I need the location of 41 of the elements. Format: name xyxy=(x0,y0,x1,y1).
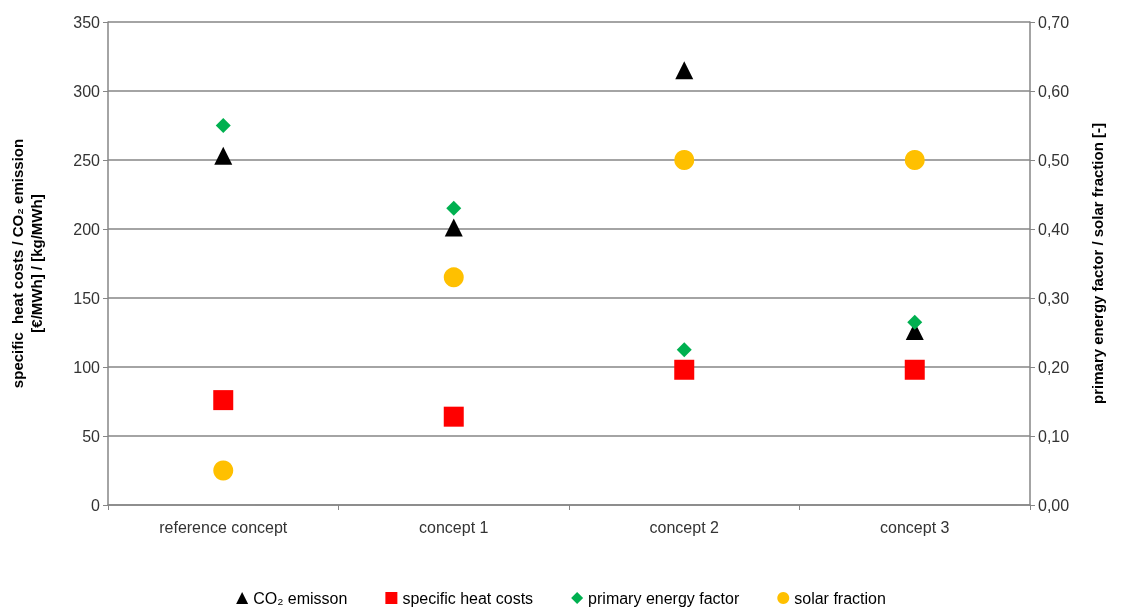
y2-tick-label: 0,20 xyxy=(1038,358,1070,376)
point xyxy=(214,146,233,165)
point xyxy=(213,460,234,481)
y-tick-label: 200 xyxy=(73,220,101,238)
x-tick-label: reference concept xyxy=(159,518,288,536)
point xyxy=(446,200,462,216)
point xyxy=(444,218,463,237)
point xyxy=(443,267,464,288)
y2-tick-label: 0,10 xyxy=(1038,427,1070,445)
legend-label: specific heat costs xyxy=(402,589,534,607)
legend-label: primary energy factor xyxy=(588,589,740,607)
y-tick-label: 0 xyxy=(91,496,101,514)
y-tick-label: 350 xyxy=(73,13,101,31)
y2-tick-label: 0,30 xyxy=(1038,289,1070,307)
y-tick-label: 250 xyxy=(73,151,101,169)
point xyxy=(674,359,695,380)
point xyxy=(443,406,464,427)
y2-tick-label: 0,60 xyxy=(1038,82,1070,100)
y2-tick-label: 0,70 xyxy=(1038,13,1070,31)
y2-tick-label: 0,50 xyxy=(1038,151,1070,169)
x-tick-label: concept 3 xyxy=(880,518,950,536)
legend-label: CO₂ emisson xyxy=(253,589,348,607)
point xyxy=(907,314,923,330)
y-axis-title: specific heat costs / CO₂ emission [€/MWh] / [kg/MWh] xyxy=(9,138,45,389)
point xyxy=(676,342,692,358)
y2-tick-label: 0,00 xyxy=(1038,496,1070,514)
y-tick-label: 300 xyxy=(73,82,101,100)
y-tick-label: 150 xyxy=(73,289,101,307)
y2-axis-title: primary energy factor / solar fraction [-] xyxy=(1089,123,1106,404)
y-tick-label: 50 xyxy=(82,427,101,445)
x-tick-label: concept 2 xyxy=(649,518,720,536)
point xyxy=(904,150,925,170)
point xyxy=(213,390,234,411)
point xyxy=(904,359,925,380)
point xyxy=(215,118,231,133)
x-tick-label: concept 1 xyxy=(419,518,489,536)
y2-tick-label: 0,40 xyxy=(1038,220,1070,238)
point xyxy=(674,150,695,170)
point xyxy=(675,61,694,80)
legend-label: solar fraction xyxy=(794,589,886,607)
y-tick-label: 100 xyxy=(73,358,101,376)
